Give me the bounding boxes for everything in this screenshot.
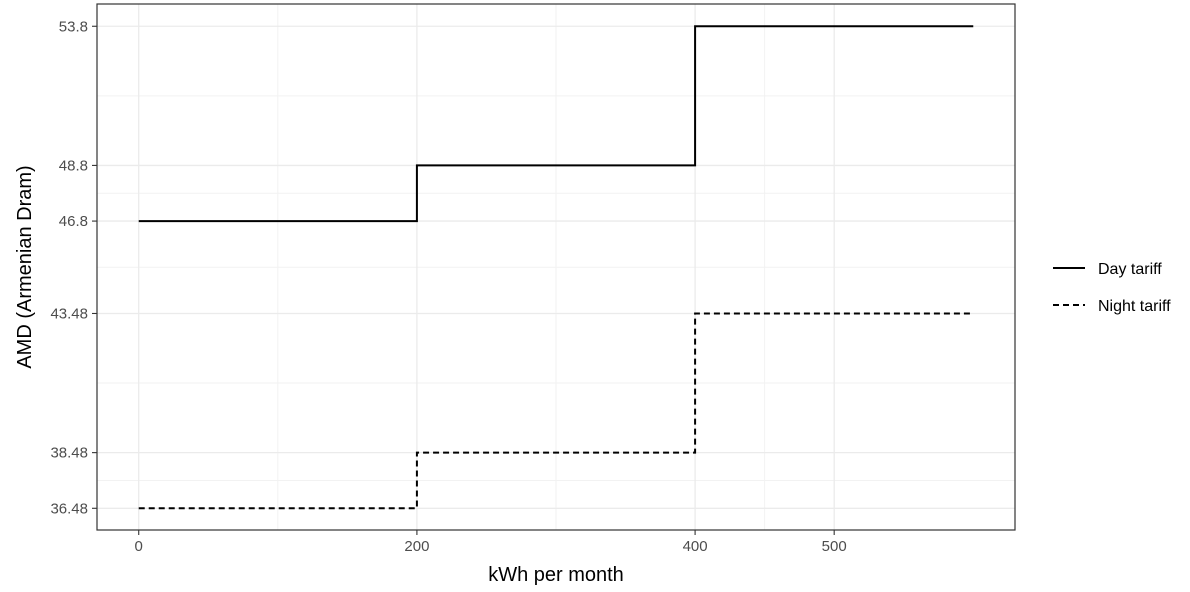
y-axis: 36.48 38.48 43.48 46.8 48.8 53.8 [50, 18, 97, 517]
y-tick-label: 36.48 [50, 500, 88, 517]
legend-label-day-tariff: Day tariff [1098, 261, 1162, 278]
x-axis: 0 200 400 500 [135, 530, 847, 555]
y-tick-label: 38.48 [50, 445, 88, 462]
y-tick-label: 46.8 [59, 213, 88, 230]
y-tick-label: 53.8 [59, 18, 88, 35]
x-tick-label: 200 [404, 538, 429, 555]
legend-label-night-tariff: Night tariff [1098, 298, 1171, 315]
x-axis-title: kWh per month [488, 564, 624, 586]
x-tick-label: 400 [683, 538, 708, 555]
x-tick-label: 0 [135, 538, 143, 555]
y-axis-title: AMD (Armenian Dram) [14, 165, 36, 368]
x-tick-label: 500 [822, 538, 847, 555]
legend: Day tariff Night tariff [1053, 261, 1171, 315]
y-tick-label: 48.8 [59, 157, 88, 174]
y-tick-label: 43.48 [50, 305, 88, 322]
